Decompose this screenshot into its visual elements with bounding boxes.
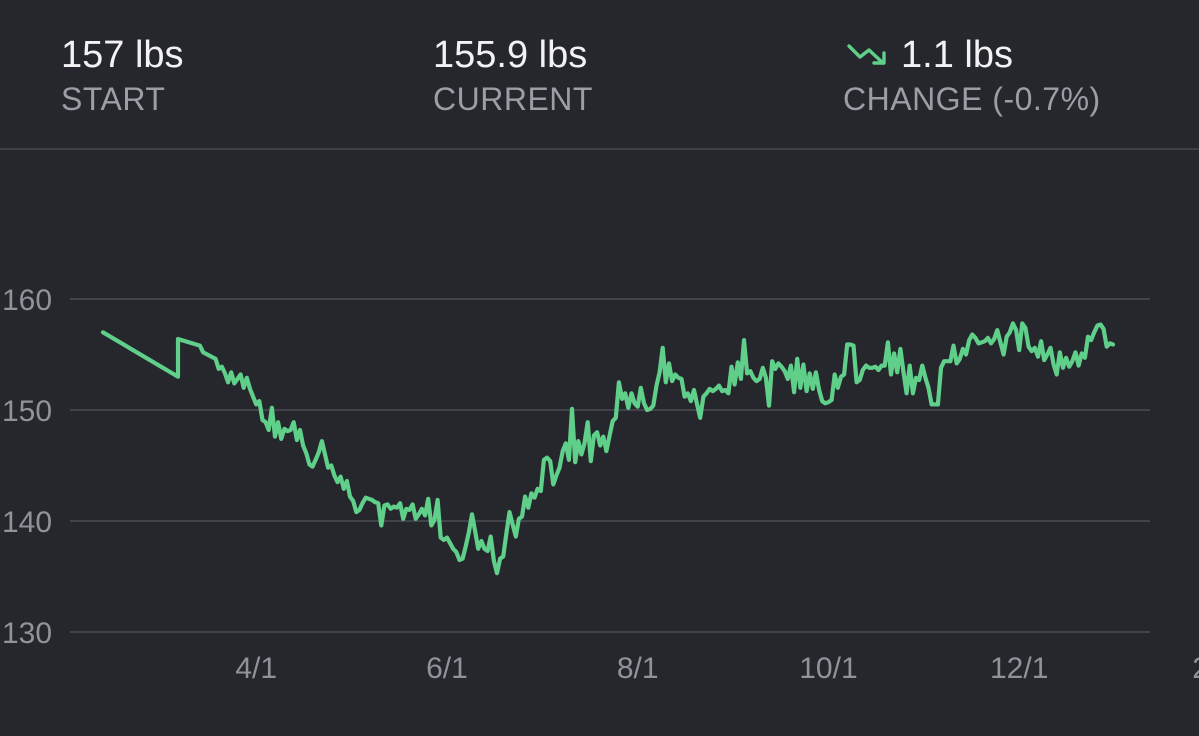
- x-tick-label: 6/1: [426, 652, 468, 685]
- x-tick-label: 10/1: [799, 652, 857, 685]
- start-stat: 157 lbs START: [61, 34, 184, 118]
- weight-line-chart: 160 150 140 130 4/1 6/1 8/1 10/1 12/1 2/1: [2, 284, 1199, 685]
- x-tick-label: 12/1: [990, 652, 1048, 685]
- current-stat: 155.9 lbs CURRENT: [433, 34, 593, 118]
- y-tick-label: 130: [2, 617, 52, 650]
- start-weight-value: 157 lbs: [61, 34, 184, 76]
- trend-down-icon: [843, 34, 895, 76]
- change-stat: 1.1 lbs CHANGE (-0.7%): [843, 34, 1101, 118]
- y-tick-label: 150: [2, 395, 52, 428]
- change-weight-value: 1.1 lbs: [901, 34, 1013, 76]
- y-tick-label: 140: [2, 506, 52, 539]
- current-weight-value: 155.9 lbs: [433, 34, 588, 76]
- stats-header: 157 lbs START 155.9 lbs CURRENT 1.1 lbs …: [0, 0, 1199, 150]
- x-tick-label: 4/1: [235, 652, 277, 685]
- weight-chart: 160 150 140 130 4/1 6/1 8/1 10/1 12/1 2/1: [0, 150, 1199, 736]
- change-label: CHANGE (-0.7%): [843, 81, 1101, 117]
- x-tick-label: 8/1: [617, 652, 659, 685]
- y-tick-label: 160: [2, 284, 52, 317]
- weight-series-line: [100, 321, 1116, 576]
- start-label: START: [61, 81, 166, 117]
- x-tick-label: 2/1: [1192, 652, 1199, 685]
- change-value-row: 1.1 lbs: [843, 34, 1101, 76]
- current-label: CURRENT: [433, 81, 593, 117]
